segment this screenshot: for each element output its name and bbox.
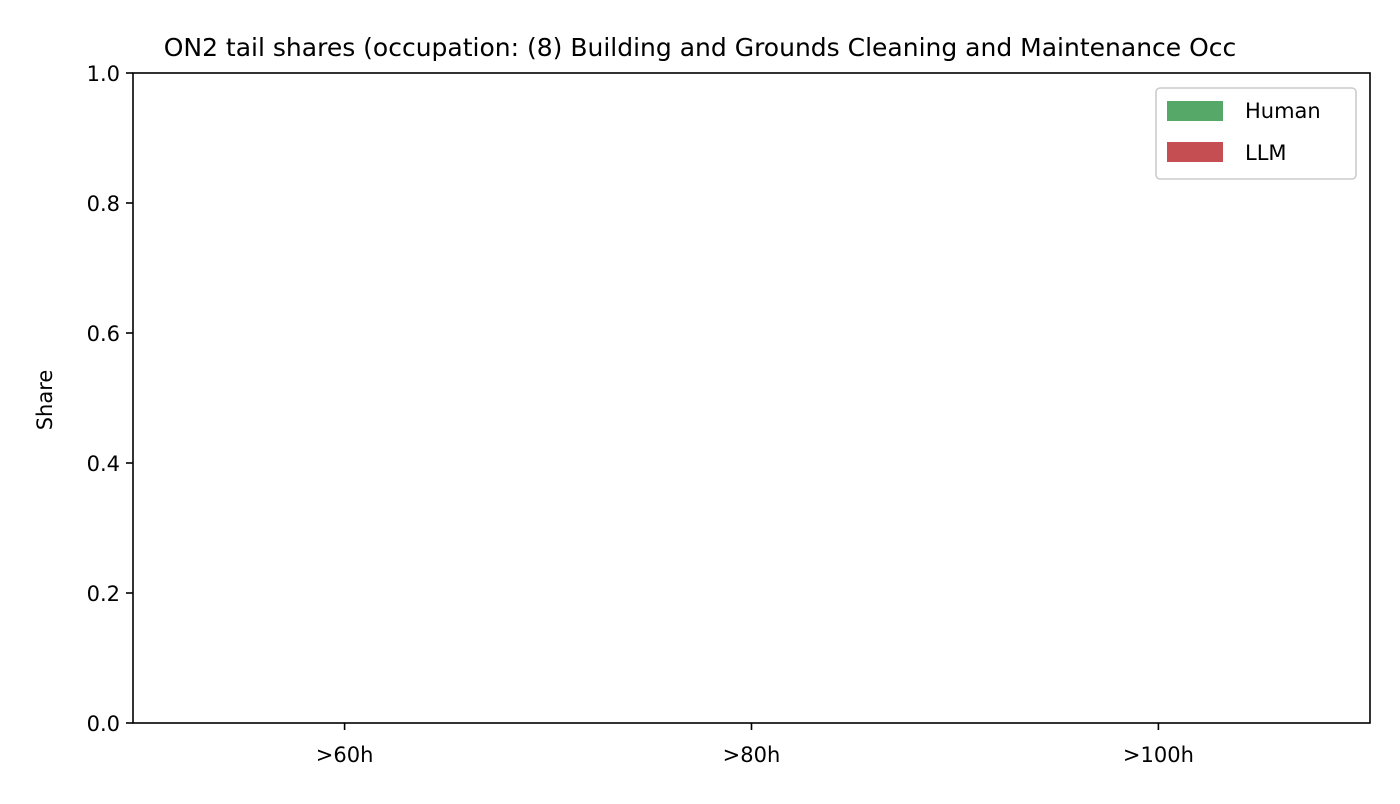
legend: Human LLM — [1155, 87, 1357, 180]
y-tick-label: 0.2 — [87, 582, 120, 606]
y-tick-label: 0.6 — [87, 322, 120, 346]
y-axis: 0.0 0.2 0.4 0.6 0.8 1.0 — [87, 62, 133, 736]
legend-label-human: Human — [1245, 99, 1321, 123]
x-axis: >60h >80h >100h — [316, 723, 1194, 767]
x-tick-label: >100h — [1123, 743, 1194, 767]
chart-title: ON2 tail shares (occupation: (8) Buildin… — [164, 33, 1237, 62]
y-tick-label: 1.0 — [87, 62, 120, 86]
y-tick-label: 0.4 — [87, 452, 120, 476]
legend-label-llm: LLM — [1245, 141, 1287, 165]
x-tick-label: >60h — [316, 743, 374, 767]
y-tick-label: 0.8 — [87, 192, 120, 216]
y-axis-label: Share — [33, 370, 57, 431]
legend-swatch-human — [1167, 101, 1223, 121]
legend-swatch-llm — [1167, 142, 1223, 162]
x-tick-label: >80h — [723, 743, 781, 767]
y-tick-label: 0.0 — [87, 712, 120, 736]
